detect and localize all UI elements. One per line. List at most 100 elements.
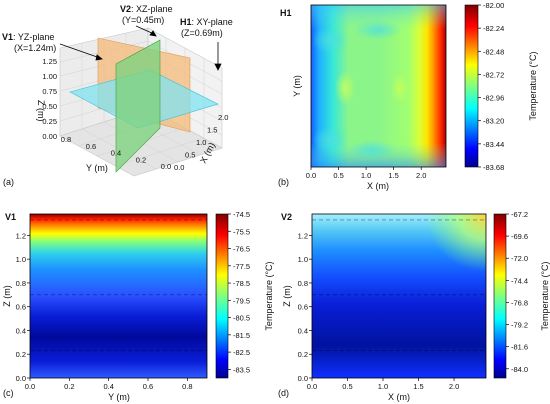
x-tick-label: 1.0 — [378, 382, 388, 391]
x-tick-label: 0.5 — [333, 171, 343, 180]
v1-ylabel: Z (m) — [2, 285, 12, 307]
v1-colorbar-ticks: -74.5 -75.5 -76.5 -77.5 -78.5 -79.5 -80.5 -81.5… — [228, 210, 250, 374]
x-tick-label: 0.0 — [25, 382, 35, 391]
colorbar-tick-label: -81.6 — [511, 343, 528, 352]
v2-colorbar — [493, 213, 507, 379]
panel-tag-c: (c) — [3, 388, 14, 398]
x-tick-label: 1.0 — [361, 171, 371, 180]
y-tick-label: 1.0 — [16, 255, 26, 264]
colorbar-tick-label: -83.20 — [483, 117, 504, 126]
y-tick-label: 0.2 — [136, 155, 146, 164]
annotation-v1: V1: YZ-plane — [2, 32, 54, 42]
v1-field — [29, 213, 208, 379]
v2-field — [311, 213, 487, 379]
x-tick-label: 0.5 — [185, 151, 195, 160]
panel-tag-b: (b) — [278, 177, 289, 187]
x-tick-label: 0.4 — [103, 382, 113, 391]
x-tick-label: 2.0 — [449, 382, 459, 391]
x-tick-label: 1.5 — [413, 382, 423, 391]
colorbar-tick-label: -76.8 — [511, 298, 528, 307]
panel-tag-d: (d) — [278, 388, 289, 398]
x-tick-label: 1.5 — [207, 126, 217, 135]
panel-c-v1-heatmap: V1 Z (m) Y (m) 0.0 0.2 0.4 0.6 0.8 0.0 0.2 0.4… — [2, 210, 274, 402]
h1-x-ticks: 0.0 0.5 1.0 1.5 2.0 — [306, 167, 426, 180]
v2-colorbar-label: Temperature (°C) — [540, 261, 550, 330]
h1-ylabel: Y (m) — [292, 75, 302, 97]
h1-colorbar-ticks: -82.00 -82.24 -82.48 -82.72 -82.96 -83.20 -83.… — [478, 1, 504, 172]
y-tick-label: 0.4 — [298, 326, 308, 335]
colorbar-tick-label: -77.5 — [233, 262, 250, 271]
annotation-v1-line2: (X=1.24m) — [14, 43, 56, 53]
x-tick-labels: 0.00.51.01.52.0 — [174, 113, 228, 172]
x-tick-label: 1.5 — [388, 171, 398, 180]
v1-dashed-lines — [30, 219, 207, 352]
colorbar-tick-label: -76.5 — [233, 245, 250, 254]
v1-y-ticks: 0.0 0.2 0.4 0.6 0.8 1.0 1.2 — [16, 231, 30, 383]
z-tick-label: 0.25 — [42, 117, 57, 126]
x-tick-label: 0.6 — [143, 382, 153, 391]
y-tick-label: 0.0 — [161, 162, 171, 171]
v1-xlabel: Y (m) — [108, 392, 130, 402]
x-tick-label: 0.2 — [64, 382, 74, 391]
y-tick-label: 1.0 — [298, 255, 308, 264]
colorbar-tick-label: -82.5 — [233, 348, 250, 357]
y-tick-label: 0.6 — [298, 303, 308, 312]
v2-title: V2 — [281, 212, 292, 222]
panel-tag-a: (a) — [3, 177, 14, 187]
colorbar-tick-label: -67.2 — [511, 210, 528, 219]
y-tick-label: 0.0 — [298, 374, 308, 383]
z-tick-label: 0.50 — [42, 102, 57, 111]
annotation-h1-line2: (Z=0.69m) — [181, 28, 223, 38]
y-tick-label: 0.4 — [16, 326, 26, 335]
colorbar-tick-label: -80.5 — [233, 314, 250, 323]
y-tick-label: 0.4 — [111, 149, 121, 158]
v2-xlabel: X (m) — [388, 392, 410, 402]
annotation-h1: H1: XY-plane — [180, 17, 233, 27]
colorbar-tick-label: -74.5 — [233, 210, 250, 219]
colorbar-tick-label: -84.0 — [511, 365, 528, 374]
panel-b-h1-heatmap: H1 Y (m) X (m) 0.0 0.5 1.0 1.5 2.0 -82.00-82… — [280, 1, 538, 191]
colorbar-tick-label: -79.5 — [233, 296, 250, 305]
x-tick-label: 0.5 — [342, 382, 352, 391]
v1-colorbar-label: Temperature (°C) — [264, 261, 274, 330]
y-tick-label: 0.2 — [298, 350, 308, 359]
colorbar-tick-label: -82.24 — [483, 24, 504, 33]
colorbar-tick-label: -82.96 — [483, 94, 504, 103]
y-tick-label: 0.8 — [61, 135, 71, 144]
plane-xz-v2 — [115, 39, 161, 173]
h1-title: H1 — [280, 8, 292, 18]
y-tick-label: 1.2 — [16, 231, 26, 240]
y-tick-label: 0.2 — [16, 350, 26, 359]
x-tick-label: 2.0 — [218, 113, 228, 122]
h1-colorbar — [464, 4, 479, 168]
v1-title: V1 — [5, 212, 16, 222]
x-tick-label: 0.0 — [306, 171, 316, 180]
colorbar-tick-label: -75.5 — [233, 227, 250, 236]
h1-field — [310, 4, 447, 168]
v2-dashed-lines — [312, 219, 486, 352]
colorbar-tick-label: -82.72 — [483, 70, 504, 79]
colorbar-tick-label: -69.6 — [511, 232, 528, 241]
z-axis-label: Z (m) — [36, 100, 46, 122]
y-tick-label: 0.6 — [86, 142, 96, 151]
z-tick-label: 1.00 — [42, 72, 57, 81]
x-tick-label: 2.0 — [416, 171, 426, 180]
colorbar-tick-label: -72.0 — [511, 254, 528, 263]
v2-x-ticks: 0.0 0.5 1.0 1.5 2.0 — [307, 378, 459, 391]
v2-y-ticks: 0.0 0.2 0.4 0.6 0.8 1.0 1.2 — [298, 231, 312, 383]
h1-colorbar-label: Temperature (°C) — [528, 51, 538, 120]
z-tick-label: 1.25 — [42, 57, 57, 66]
colorbar-tick-label: -83.44 — [483, 140, 504, 149]
v1-x-ticks: 0.0 0.2 0.4 0.6 0.8 — [25, 378, 193, 391]
x-tick-label: 0.0 — [174, 163, 184, 172]
colorbar-tick-label: -74.4 — [511, 276, 528, 285]
colorbar-tick-label: -79.2 — [511, 321, 528, 330]
v2-colorbar-ticks: -67.2 -69.6 -72.0 -74.4 -76.8 -79.2 -81.6 -84.0 — [506, 210, 528, 374]
panel-d-v2-heatmap: V2 Z (m) X (m) 0.0 0.5 1.0 1.5 2.0 0.0 0.2 0.4… — [281, 210, 550, 402]
y-tick-label: 0.8 — [16, 279, 26, 288]
x-tick-label: 0.0 — [307, 382, 317, 391]
colorbar-tick-label: -78.5 — [233, 279, 250, 288]
y-tick-label: 0.8 — [298, 279, 308, 288]
annotation-v2: V2: XZ-plane — [120, 4, 173, 14]
